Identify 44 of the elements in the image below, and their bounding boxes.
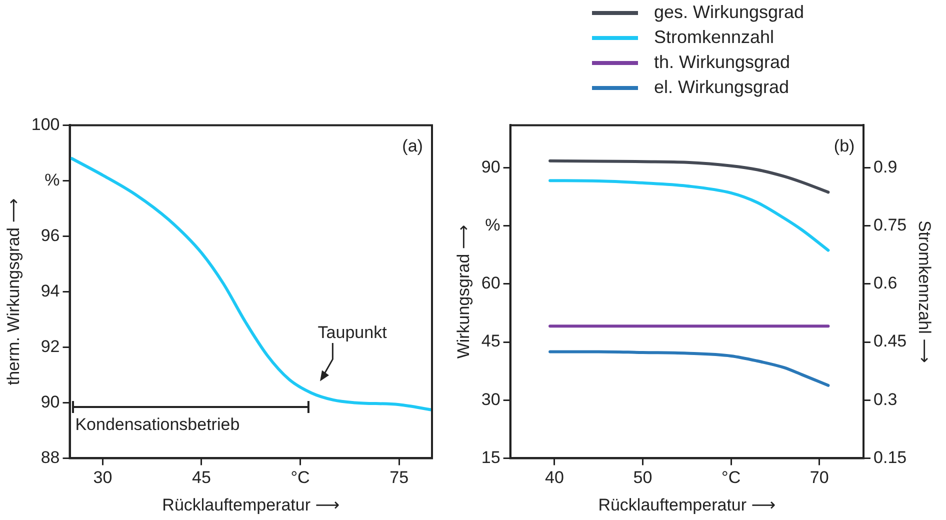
x-tick-label: 75 <box>390 468 409 488</box>
legend-label: el. Wirkungsgrad <box>654 77 790 98</box>
y2-tick-label: 0.6 <box>874 274 898 293</box>
line-series <box>548 159 830 194</box>
y-tick-label: 90 <box>40 392 60 412</box>
annotation: Taupunkt <box>318 323 388 342</box>
x-tick-label: 40 <box>545 468 564 488</box>
y-tick-label: 90 <box>481 157 500 176</box>
legend-label: Stromkennzahl <box>654 27 774 48</box>
y-axis-title: therm. Wirkungsgrad ⟶ <box>4 198 23 386</box>
y-tick-label: 45 <box>481 332 500 351</box>
y-tick-label: 100 <box>31 114 60 134</box>
y-axis-title: Wirkungsgrad ⟶ <box>454 224 473 359</box>
y2-tick-label: 0.3 <box>874 390 898 409</box>
legend-label: ges. Wirkungsgrad <box>654 2 804 23</box>
x-tick-label: 45 <box>192 468 211 488</box>
line-series <box>548 350 830 387</box>
y2-axis-title: Stromkennzahl ⟶ <box>915 220 934 363</box>
y-tick-label: 60 <box>481 274 500 293</box>
line-series <box>548 179 830 252</box>
x-tick-label: 30 <box>93 468 112 488</box>
x-axis-title: Rücklauftemperatur ⟶ <box>598 495 776 514</box>
x-tick-label: °C <box>290 468 310 488</box>
y-tick-label: % <box>44 170 60 190</box>
x-tick-label: 70 <box>810 468 829 488</box>
x-axis-title: Rücklauftemperatur ⟶ <box>162 495 340 514</box>
x-tick-label: °C <box>722 468 741 488</box>
y2-tick-label: 0.45 <box>874 332 907 351</box>
y-tick-label: 30 <box>481 390 500 409</box>
y-tick-label: 15 <box>481 448 500 467</box>
y-tick-label: 94 <box>40 281 60 300</box>
x-tick-label: 50 <box>633 468 652 488</box>
line-series <box>70 157 432 412</box>
y2-tick-label: 0.15 <box>874 448 907 467</box>
annotation: (b) <box>834 136 855 156</box>
legend-label: th. Wirkungsgrad <box>654 52 790 73</box>
y-tick-label: 92 <box>40 336 60 356</box>
y-tick-label: 96 <box>40 226 60 245</box>
annotation: (a) <box>402 136 423 156</box>
y-tick-label: % <box>485 216 500 235</box>
y2-tick-label: 0.75 <box>874 216 907 235</box>
y-tick-label: 88 <box>40 448 60 467</box>
y2-tick-label: 0.9 <box>874 157 898 176</box>
annotation: Kondensationsbetrieb <box>75 414 240 434</box>
